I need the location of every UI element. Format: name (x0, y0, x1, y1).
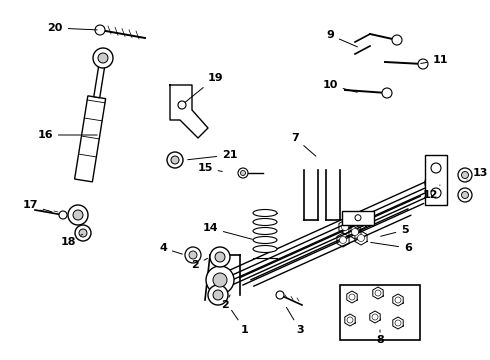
Circle shape (430, 178, 440, 188)
Circle shape (213, 290, 223, 300)
Text: 6: 6 (371, 242, 412, 253)
Circle shape (418, 59, 428, 69)
Circle shape (347, 317, 353, 323)
Circle shape (75, 225, 91, 241)
Circle shape (189, 251, 197, 259)
Text: 11: 11 (421, 55, 448, 65)
Circle shape (95, 25, 105, 35)
Text: 10: 10 (322, 80, 357, 92)
Circle shape (241, 171, 245, 176)
Circle shape (342, 224, 348, 230)
Circle shape (208, 285, 228, 305)
Text: 20: 20 (48, 23, 97, 33)
Text: 18: 18 (60, 234, 82, 247)
Circle shape (462, 192, 468, 198)
Circle shape (355, 215, 361, 221)
Text: 3: 3 (287, 307, 304, 335)
Text: 2: 2 (221, 295, 230, 310)
Ellipse shape (253, 246, 277, 252)
Ellipse shape (253, 219, 277, 225)
Circle shape (68, 205, 88, 225)
Ellipse shape (253, 237, 277, 243)
Polygon shape (94, 58, 106, 98)
Circle shape (425, 173, 445, 193)
Bar (342, 211, 374, 225)
Circle shape (431, 163, 441, 173)
Bar (425, 155, 447, 205)
Circle shape (458, 188, 472, 202)
Circle shape (276, 291, 284, 299)
Polygon shape (74, 96, 106, 182)
Circle shape (79, 229, 87, 237)
Circle shape (215, 252, 225, 262)
Circle shape (372, 314, 378, 320)
Text: 16: 16 (37, 130, 97, 140)
Circle shape (382, 88, 392, 98)
Circle shape (375, 290, 381, 296)
Circle shape (462, 171, 468, 179)
Circle shape (59, 211, 67, 219)
Ellipse shape (253, 228, 277, 234)
Circle shape (213, 273, 227, 287)
Text: 14: 14 (202, 223, 252, 239)
Text: 9: 9 (326, 30, 357, 47)
Circle shape (73, 210, 83, 220)
Bar (340, 285, 420, 340)
Circle shape (167, 152, 183, 168)
Circle shape (431, 188, 441, 198)
Circle shape (206, 266, 234, 294)
Circle shape (349, 294, 355, 300)
Circle shape (98, 53, 108, 63)
Circle shape (392, 35, 402, 45)
Circle shape (93, 48, 113, 68)
Circle shape (395, 297, 401, 303)
Circle shape (340, 237, 346, 243)
Circle shape (395, 320, 401, 326)
Circle shape (358, 234, 365, 242)
Text: 8: 8 (376, 330, 384, 345)
Circle shape (171, 156, 179, 164)
Circle shape (458, 168, 472, 182)
Text: 2: 2 (191, 258, 208, 270)
Text: 21: 21 (188, 150, 238, 160)
Text: 7: 7 (291, 133, 316, 156)
Circle shape (357, 220, 364, 226)
Text: 19: 19 (185, 73, 223, 102)
Circle shape (178, 101, 186, 109)
Text: 4: 4 (159, 243, 182, 254)
Text: 12: 12 (422, 185, 440, 200)
Text: 15: 15 (197, 163, 222, 173)
Ellipse shape (253, 210, 277, 216)
Text: 17: 17 (22, 200, 52, 212)
Polygon shape (170, 85, 208, 138)
Text: 5: 5 (381, 225, 409, 236)
Text: 1: 1 (232, 310, 249, 335)
Text: 13: 13 (467, 168, 488, 180)
Circle shape (351, 229, 359, 235)
Circle shape (185, 247, 201, 263)
Circle shape (238, 168, 248, 178)
Circle shape (210, 247, 230, 267)
